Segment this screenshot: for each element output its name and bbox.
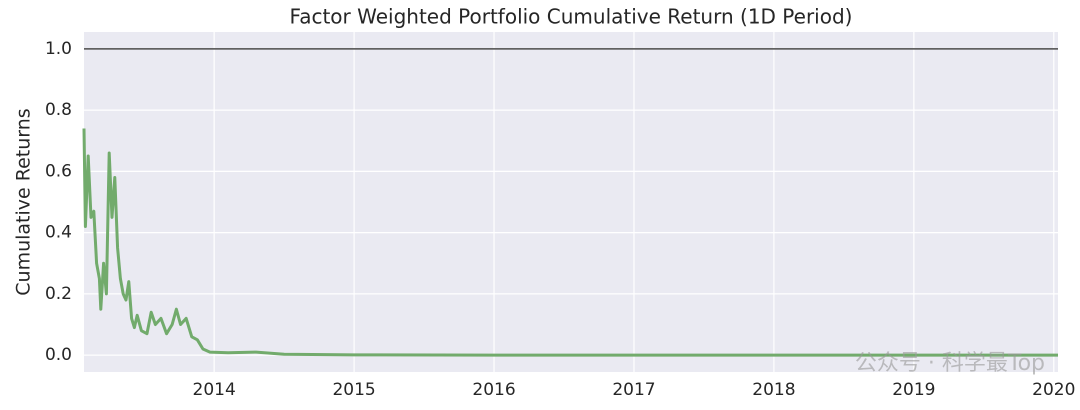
x-tick-label: 2015 (332, 380, 375, 400)
y-tick-label: 0.2 (45, 284, 72, 304)
x-tick-label: 2018 (752, 380, 795, 400)
x-tick-label: 2017 (612, 380, 655, 400)
y-axis-label: Cumulative Returns (13, 108, 35, 295)
plot-area (84, 32, 1058, 372)
data-line (82, 128, 1058, 357)
x-tick-label: 2019 (892, 380, 935, 400)
x-tick-label: 2014 (193, 380, 236, 400)
y-tick-label: 0.4 (45, 223, 72, 243)
y-tick-label: 0.8 (45, 100, 72, 120)
x-tick-label: 2020 (1032, 380, 1075, 400)
watermark: 公众号 · 科学最Top (855, 351, 1045, 376)
y-tick-label: 0.0 (45, 345, 72, 365)
chart-title: Factor Weighted Portfolio Cumulative Ret… (290, 5, 853, 29)
y-tick-label: 0.6 (45, 161, 72, 181)
y-tick-label: 1.0 (45, 39, 72, 59)
x-tick-label: 2016 (472, 380, 515, 400)
